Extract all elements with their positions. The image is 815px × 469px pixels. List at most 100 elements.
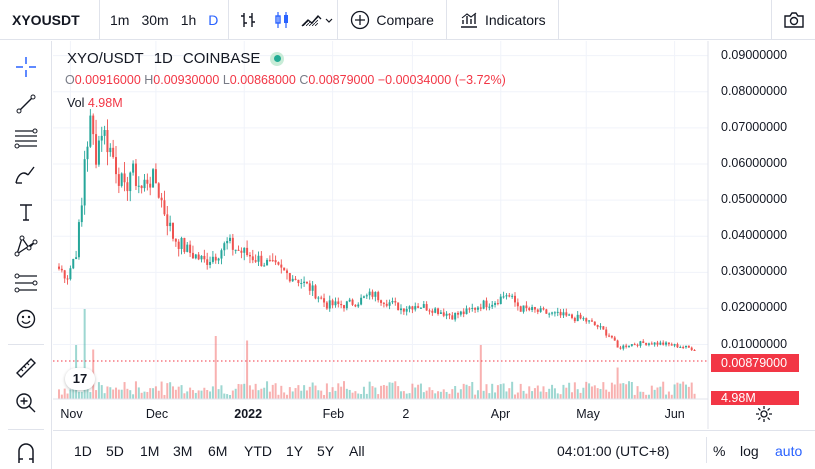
range-3m[interactable]: 3M: [173, 443, 193, 459]
interval-1m[interactable]: 1m: [110, 11, 130, 28]
fib-retracement-icon[interactable]: [12, 124, 40, 152]
clock[interactable]: 04:01:00 (UTC+8): [557, 443, 670, 459]
volume-bar: [585, 381, 588, 399]
price-plot[interactable]: [53, 41, 815, 429]
range-6m[interactable]: 6M: [208, 443, 228, 459]
volume-bar: [169, 382, 172, 399]
candle: [411, 306, 414, 310]
compare-button[interactable]: Compare: [338, 0, 446, 40]
volume-bar: [197, 390, 200, 399]
crosshair-icon[interactable]: [12, 53, 40, 81]
candle: [140, 185, 143, 189]
magnet-icon[interactable]: [12, 439, 40, 467]
brush-icon[interactable]: [12, 162, 40, 190]
range-5d[interactable]: 5D: [106, 443, 124, 459]
candle: [172, 222, 174, 239]
volume-bar: [562, 384, 565, 399]
prediction-icon[interactable]: [12, 269, 40, 297]
volume-bar: [474, 394, 477, 399]
range-all[interactable]: All: [349, 443, 365, 459]
last-volume-label: 4.98M: [711, 391, 799, 405]
text-tool-icon[interactable]: [12, 198, 40, 226]
candle: [362, 296, 365, 298]
snapshot-button[interactable]: [771, 0, 815, 40]
volume-bar: [628, 381, 630, 399]
volume-bar: [254, 383, 257, 399]
volume-bar: [494, 392, 497, 399]
interval-d[interactable]: D: [208, 11, 219, 28]
range-5y[interactable]: 5Y: [317, 443, 335, 459]
candle: [328, 300, 331, 309]
indicators-icon: [460, 12, 477, 28]
interval-1h[interactable]: 1h: [180, 11, 197, 28]
candle: [653, 342, 656, 345]
candle: [374, 292, 377, 297]
indicators-button[interactable]: Indicators: [447, 0, 558, 40]
volume-bar: [553, 388, 556, 399]
volume-bar: [354, 391, 357, 399]
candle: [365, 295, 368, 297]
trend-line-icon[interactable]: [12, 90, 40, 118]
tradingview-logo[interactable]: 17: [65, 368, 95, 390]
pattern-icon[interactable]: [12, 232, 40, 260]
range-1m[interactable]: 1M: [140, 443, 160, 459]
percent-toggle[interactable]: %: [713, 443, 726, 459]
volume-bar: [545, 392, 548, 399]
bar-chart-icon[interactable]: [229, 0, 267, 40]
volume-bar: [337, 383, 340, 399]
volume-bar: [451, 389, 454, 399]
chart-pane[interactable]: XYO/USDT 1D COINBASE O0.00916000 H0.0093…: [53, 41, 815, 429]
candle: [294, 278, 297, 280]
volume-bar: [260, 388, 263, 399]
candles-icon[interactable]: [267, 0, 297, 40]
symbol-search[interactable]: XYOUSDT: [0, 0, 100, 40]
volume-bar: [89, 392, 92, 399]
candle: [454, 312, 457, 320]
candle: [525, 305, 528, 309]
zoom-in-icon[interactable]: [12, 389, 40, 417]
volume-bar: [288, 387, 291, 399]
volume-bar: [183, 393, 186, 399]
candle: [106, 130, 109, 153]
volume-bar: [582, 387, 585, 399]
candle: [274, 260, 277, 263]
candle: [531, 307, 534, 310]
range-1y[interactable]: 1Y: [286, 443, 304, 459]
log-toggle[interactable]: log: [740, 443, 759, 459]
volume-bar: [590, 386, 593, 399]
candle: [562, 312, 565, 316]
range-ytd[interactable]: YTD: [244, 443, 272, 459]
candle: [337, 301, 340, 305]
candle: [223, 243, 226, 251]
symbol-name[interactable]: XYO/USDT: [67, 50, 144, 67]
candle: [568, 314, 571, 316]
time-tick-label: 2022: [234, 407, 263, 421]
volume-bar: [514, 394, 516, 399]
volume-bar: [633, 394, 636, 399]
volume-bar: [237, 383, 240, 399]
gear-icon[interactable]: [755, 405, 773, 423]
candle: [103, 130, 106, 136]
interval-30m[interactable]: 30m: [141, 11, 169, 28]
volume-bar: [331, 387, 334, 399]
candle: [297, 279, 300, 283]
volume-bar: [226, 394, 229, 399]
candle: [457, 312, 459, 315]
low-key: L: [222, 73, 230, 87]
candle: [72, 258, 75, 269]
volume-bar: [320, 390, 323, 399]
candle: [682, 347, 685, 349]
candle: [257, 255, 260, 262]
candle: [331, 300, 334, 306]
candle: [268, 259, 271, 261]
ruler-icon[interactable]: [12, 354, 40, 382]
market-status-icon[interactable]: [270, 51, 285, 66]
emoji-icon[interactable]: [12, 305, 40, 333]
range-1d[interactable]: 1D: [74, 443, 92, 459]
candle: [494, 303, 497, 305]
candle: [559, 311, 562, 316]
area-chart-icon[interactable]: [297, 0, 337, 40]
candle: [317, 297, 320, 299]
auto-toggle[interactable]: auto: [775, 443, 803, 459]
volume-bar: [676, 382, 679, 399]
